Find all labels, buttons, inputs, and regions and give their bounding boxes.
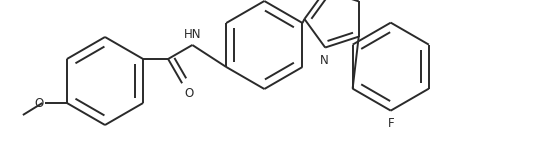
Text: HN: HN [184,28,201,41]
Text: F: F [388,117,394,130]
Text: O: O [35,96,44,109]
Text: O: O [184,87,193,100]
Text: N: N [320,53,329,66]
